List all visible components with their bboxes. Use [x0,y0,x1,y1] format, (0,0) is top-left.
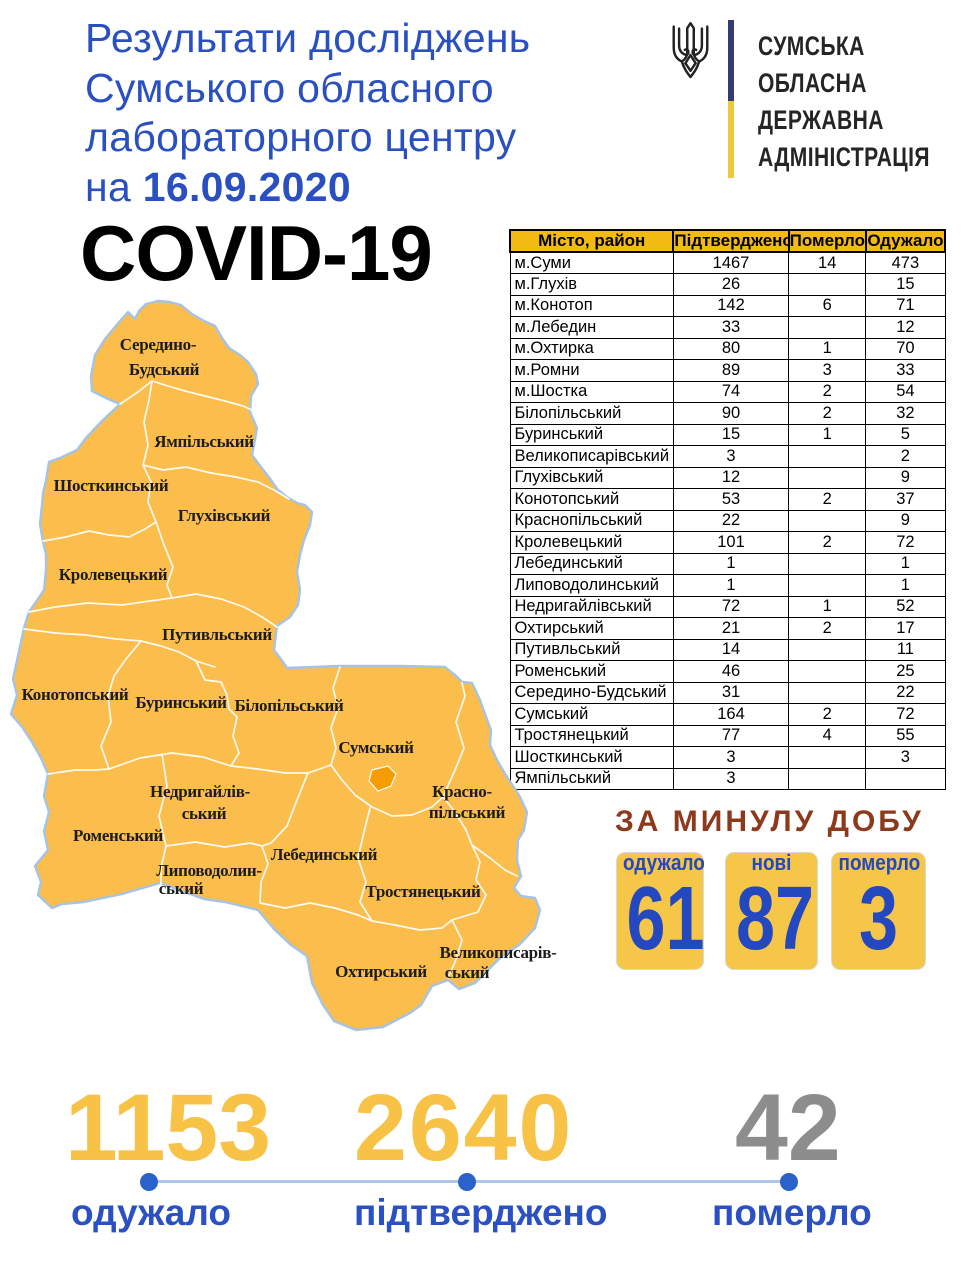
svg-text:Білопільський: Білопільський [234,696,344,715]
svg-text:Сумський: Сумський [338,738,414,757]
svg-text:Конотопський: Конотопський [22,685,129,704]
svg-text:ський: ський [445,963,490,982]
svg-text:Липоводолин-: Липоводолин- [156,861,262,880]
svg-text:Глухівський: Глухівський [178,506,271,525]
svg-text:Будський: Будський [129,360,200,379]
svg-text:Ямпільський: Ямпільський [154,432,254,451]
svg-text:Шосткинський: Шосткинський [54,476,169,495]
svg-text:Тростянецький: Тростянецький [365,882,481,901]
svg-text:Буринський: Буринський [135,693,227,712]
svg-text:Путивльський: Путивльський [162,625,272,644]
svg-text:Недригайлів-: Недригайлів- [150,782,251,801]
svg-text:Красно-: Красно- [432,782,492,801]
svg-text:ський: ський [182,804,227,823]
svg-text:Охтирський: Охтирський [335,962,427,981]
svg-text:Середино-: Середино- [120,335,197,354]
svg-text:Великописарів-: Великописарів- [440,943,558,962]
svg-text:Лебединський: Лебединський [271,845,378,864]
svg-text:пільський: пільський [429,803,506,822]
svg-text:Роменський: Роменський [73,826,163,845]
svg-text:ський: ський [159,879,204,898]
svg-text:Кролевецький: Кролевецький [59,565,168,584]
